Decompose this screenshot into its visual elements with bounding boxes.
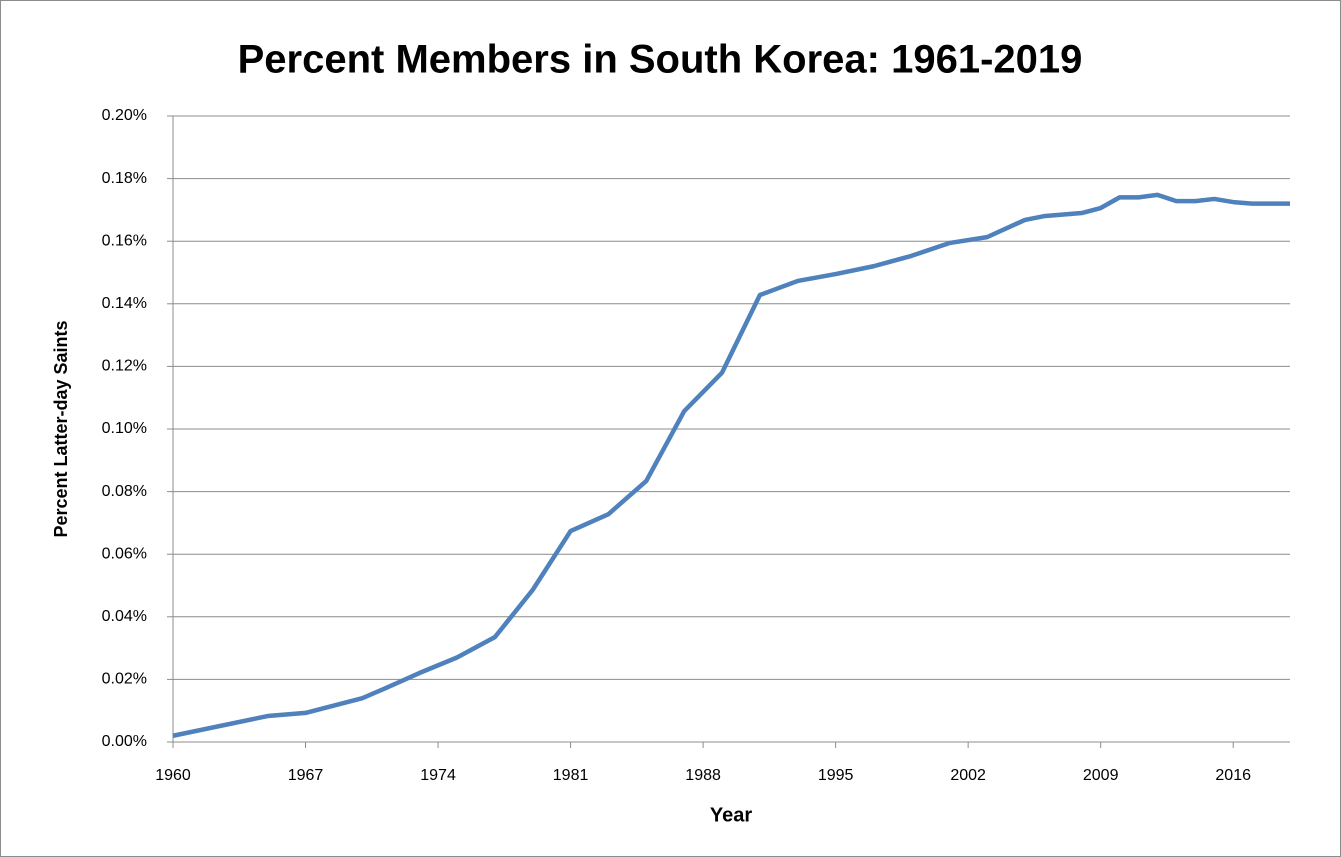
- y-tick-label: 0.18%: [102, 170, 147, 187]
- y-tick-label: 0.02%: [102, 671, 147, 688]
- x-tick-label: 2016: [1215, 767, 1251, 784]
- chart-title: Percent Members in South Korea: 1961-201…: [238, 38, 1083, 82]
- y-tick-label: 0.08%: [102, 483, 147, 500]
- y-tick-label: 0.06%: [102, 545, 147, 562]
- data-line: [172, 192, 1290, 738]
- x-tick-label: 2009: [1083, 767, 1119, 784]
- x-tick-label: 2002: [950, 767, 986, 784]
- y-tick-label: 0.20%: [102, 107, 147, 124]
- x-tick-label: 1995: [818, 767, 854, 784]
- y-tick-label: 0.12%: [102, 358, 147, 375]
- x-axis-label: Year: [710, 804, 752, 826]
- x-tick-label: 1981: [553, 767, 589, 784]
- y-tick-label: 0.00%: [102, 733, 147, 750]
- x-tick-label: 1960: [155, 767, 191, 784]
- y-tick-label: 0.04%: [102, 608, 147, 625]
- y-tick-label: 0.16%: [102, 232, 147, 249]
- x-tick-label: 1974: [420, 767, 456, 784]
- x-tick-label: 1988: [685, 767, 721, 784]
- x-tick-label: 1967: [288, 767, 324, 784]
- y-axis-label: Percent Latter-day Saints: [51, 320, 71, 537]
- y-tick-label: 0.10%: [102, 420, 147, 437]
- y-tick-label: 0.14%: [102, 295, 147, 312]
